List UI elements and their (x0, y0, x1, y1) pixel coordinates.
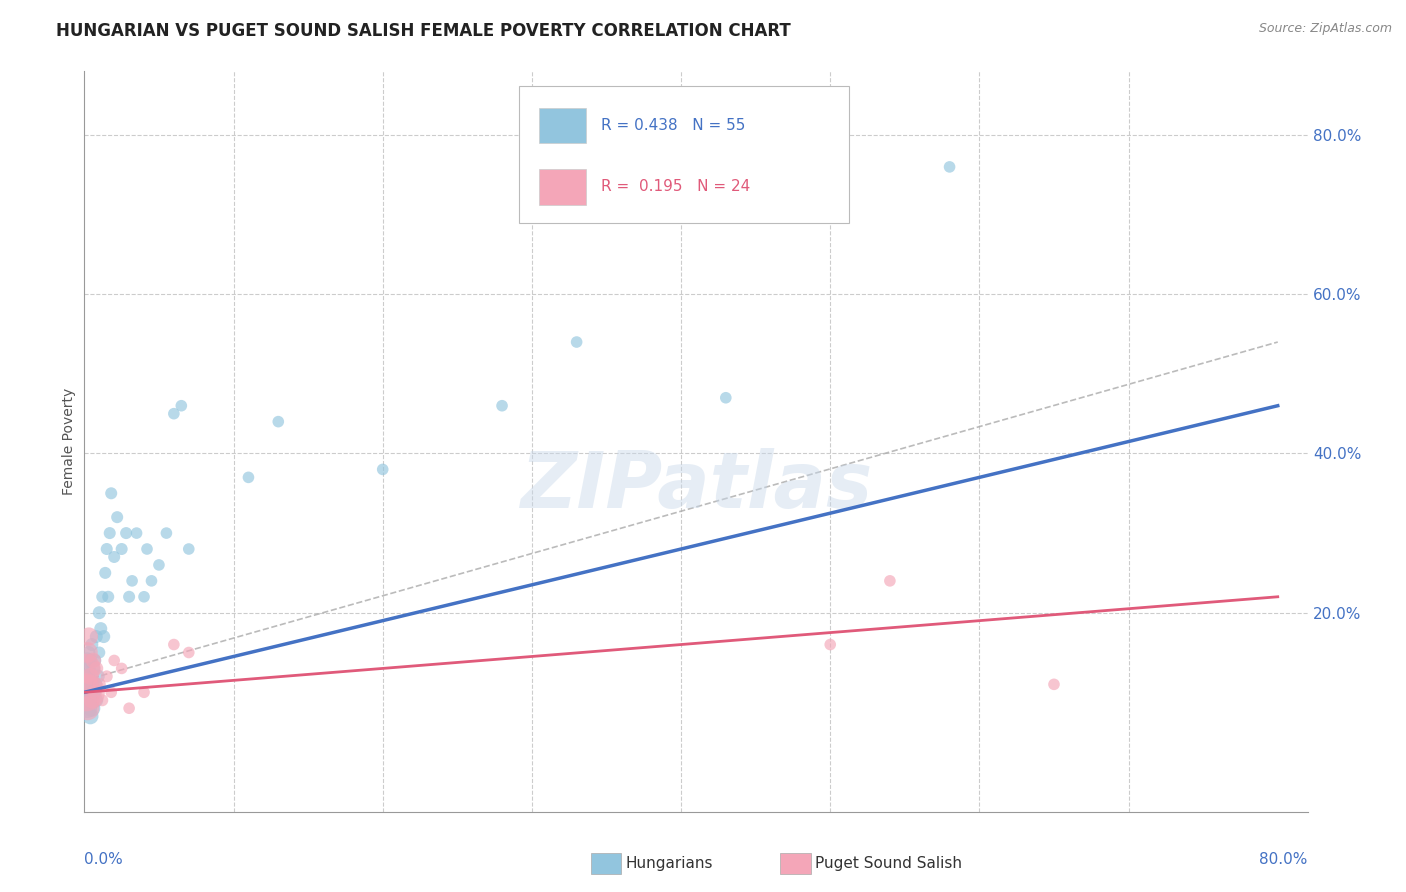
Point (163, 407, 186, 421)
Point (79, 709, 101, 723)
Point (84, 693, 107, 707)
Point (82, 661, 104, 675)
Text: 0.0%: 0.0% (84, 853, 124, 867)
Text: 80.0%: 80.0% (1260, 853, 1308, 867)
Point (141, 574, 163, 588)
Point (267, 415, 290, 429)
Point (155, 526, 177, 541)
Point (98, 526, 121, 541)
Point (76, 701, 98, 715)
Point (75, 685, 97, 699)
Point (79, 669, 101, 683)
Point (491, 399, 513, 413)
Bar (540, 108, 586, 144)
Text: Source: ZipAtlas.com: Source: ZipAtlas.com (1258, 22, 1392, 36)
Point (96, 541, 118, 556)
Point (76, 701, 98, 715)
Point (84, 630, 107, 644)
Point (103, 549, 125, 564)
Point (100, 486, 122, 500)
Point (111, 661, 134, 675)
Point (83, 677, 105, 691)
Point (75, 685, 97, 699)
Point (89, 677, 111, 691)
Text: R =  0.195   N = 24: R = 0.195 N = 24 (600, 179, 749, 194)
Text: R = 0.438   N = 55: R = 0.438 N = 55 (600, 118, 745, 133)
Point (91, 590, 114, 604)
Point (77, 677, 100, 691)
Point (79, 685, 101, 699)
Point (77, 693, 100, 707)
Point (76, 685, 98, 699)
Point (111, 541, 134, 556)
Point (82, 653, 104, 667)
Point (76, 653, 98, 667)
Text: Puget Sound Salish: Puget Sound Salish (815, 856, 963, 871)
Point (132, 590, 155, 604)
Point (75, 669, 97, 683)
Point (238, 470, 260, 484)
Point (100, 685, 122, 699)
Point (83, 653, 105, 667)
Point (115, 526, 138, 541)
Point (80, 701, 103, 715)
Point (565, 334, 588, 349)
Point (818, 638, 841, 652)
Point (89, 606, 111, 620)
Point (93, 630, 115, 644)
Point (121, 574, 143, 588)
Point (84, 661, 107, 675)
Point (105, 510, 128, 524)
Point (125, 526, 148, 541)
Point (371, 462, 394, 476)
Y-axis label: Female Poverty: Female Poverty (62, 388, 76, 495)
Point (76, 669, 98, 683)
Point (132, 685, 155, 699)
Point (79, 653, 101, 667)
Point (938, 160, 960, 174)
Point (89, 646, 111, 660)
Point (94, 566, 117, 580)
Point (77, 661, 100, 675)
Point (77, 646, 100, 660)
Point (91, 693, 114, 707)
Point (77, 677, 100, 691)
Point (75, 661, 97, 675)
Point (177, 541, 200, 556)
Point (136, 541, 159, 556)
Point (714, 391, 737, 405)
Bar (540, 169, 586, 204)
Text: ZIPatlas: ZIPatlas (520, 448, 872, 524)
Point (76, 646, 98, 660)
Text: Hungarians: Hungarians (626, 856, 713, 871)
Point (97, 590, 120, 604)
Point (90, 622, 112, 636)
Point (96, 669, 118, 683)
Point (879, 574, 901, 588)
Point (87, 669, 110, 683)
Point (170, 399, 193, 413)
Point (77, 630, 100, 644)
Point (83, 685, 105, 699)
Point (80, 638, 103, 652)
Point (118, 701, 141, 715)
Point (80, 677, 103, 691)
Point (163, 638, 186, 652)
Text: HUNGARIAN VS PUGET SOUND SALISH FEMALE POVERTY CORRELATION CHART: HUNGARIAN VS PUGET SOUND SALISH FEMALE P… (56, 22, 792, 40)
FancyBboxPatch shape (519, 87, 849, 223)
Point (118, 590, 141, 604)
Point (82, 685, 104, 699)
Point (80, 693, 103, 707)
Point (177, 646, 200, 660)
Point (1043, 677, 1066, 691)
Point (148, 558, 170, 572)
Point (103, 653, 125, 667)
